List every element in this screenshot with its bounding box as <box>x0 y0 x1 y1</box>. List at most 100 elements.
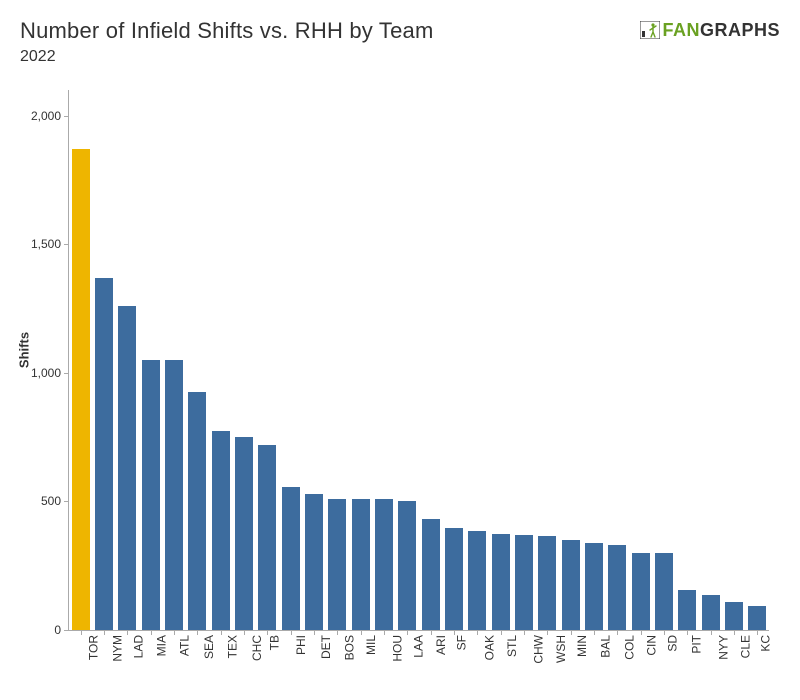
bar-stl <box>492 534 510 630</box>
x-tick <box>641 630 642 635</box>
y-tick-label: 500 <box>41 494 69 508</box>
x-tick-label: LAA <box>412 635 426 658</box>
x-tick-label: SD <box>665 635 679 652</box>
chart-subtitle: 2022 <box>20 48 56 66</box>
bar-ari <box>422 519 440 630</box>
x-tick <box>291 630 292 635</box>
bar-atl <box>165 360 183 630</box>
x-tick <box>477 630 478 635</box>
bar-sf <box>445 528 463 630</box>
y-tick-label: 1,500 <box>31 237 69 251</box>
x-tick <box>197 630 198 635</box>
bar-bal <box>585 543 603 630</box>
x-tick-label: HOU <box>390 635 404 662</box>
x-tick <box>151 630 152 635</box>
x-tick-label: BOS <box>343 635 357 660</box>
y-tick-label: 2,000 <box>31 109 69 123</box>
chart-container: Number of Infield Shifts vs. RHH by Team… <box>0 0 800 700</box>
bar-tor <box>72 149 90 630</box>
bar-phi <box>282 487 300 630</box>
bar-kc <box>748 606 766 630</box>
x-tick-label: CHW <box>531 635 545 664</box>
x-tick-label: KC <box>759 635 773 652</box>
chart-title: Number of Infield Shifts vs. RHH by Team <box>20 18 434 44</box>
x-tick <box>711 630 712 635</box>
x-tick-label: OAK <box>483 635 497 660</box>
x-tick-label: PHI <box>294 635 308 655</box>
x-tick-label: TOR <box>86 635 100 660</box>
x-tick <box>81 630 82 635</box>
x-tick-label: CLE <box>739 635 753 658</box>
bar-tb <box>258 445 276 630</box>
logo-text-fan: FAN <box>662 20 700 40</box>
bar-nyy <box>702 595 720 630</box>
y-tick-label: 1,000 <box>31 366 69 380</box>
bar-chw <box>515 535 533 630</box>
bar-tex <box>212 431 230 630</box>
x-tick <box>431 630 432 635</box>
x-tick <box>337 630 338 635</box>
bar-wsh <box>538 536 556 630</box>
y-axis-label: Shifts <box>17 332 32 368</box>
x-tick-label: BAL <box>598 635 612 658</box>
x-tick-label: WSH <box>554 635 568 663</box>
bar-mil <box>352 499 370 630</box>
x-tick <box>314 630 315 635</box>
bar-nym <box>95 278 113 630</box>
x-tick <box>407 630 408 635</box>
x-tick <box>687 630 688 635</box>
x-tick-label: PIT <box>690 635 704 654</box>
x-tick-label: SEA <box>202 635 216 659</box>
bars-group <box>69 90 769 630</box>
bar-bos <box>328 499 346 630</box>
bar-lad <box>118 306 136 630</box>
x-tick <box>571 630 572 635</box>
x-tick <box>501 630 502 635</box>
x-tick <box>524 630 525 635</box>
x-tick-label: CHC <box>250 635 264 661</box>
x-tick-label: TB <box>268 635 282 650</box>
x-tick-label: MIL <box>364 635 378 655</box>
bar-min <box>562 540 580 630</box>
bar-col <box>608 545 626 630</box>
bar-sd <box>655 553 673 630</box>
x-tick-label: LAD <box>132 635 146 658</box>
bar-cle <box>725 602 743 630</box>
x-tick <box>244 630 245 635</box>
x-tick-label: COL <box>623 635 637 660</box>
bar-det <box>305 494 323 630</box>
bar-cin <box>632 553 650 630</box>
x-tick <box>221 630 222 635</box>
x-tick-label: NYM <box>110 635 124 662</box>
bar-mia <box>142 360 160 630</box>
x-tick <box>734 630 735 635</box>
x-tick-label: STL <box>505 635 519 657</box>
x-tick <box>384 630 385 635</box>
x-tick-label: NYY <box>716 635 730 660</box>
y-tick-label: 0 <box>54 623 69 637</box>
x-tick <box>617 630 618 635</box>
bar-sea <box>188 392 206 630</box>
x-tick <box>361 630 362 635</box>
x-tick-label: DET <box>319 635 333 659</box>
x-tick <box>104 630 105 635</box>
logo-text-graphs: GRAPHS <box>700 20 780 40</box>
x-tick-label: SF <box>455 635 469 650</box>
plot-area: 05001,0001,5002,000TORNYMLADMIAATLSEATEX… <box>68 90 769 631</box>
x-tick <box>174 630 175 635</box>
x-tick-label: MIN <box>575 635 589 657</box>
bar-hou <box>375 499 393 630</box>
bar-laa <box>398 501 416 630</box>
x-tick-label: MIA <box>154 635 168 656</box>
x-tick-label: ATL <box>178 635 192 656</box>
fangraphs-logo: FANGRAPHS <box>640 20 780 44</box>
bar-pit <box>678 590 696 630</box>
x-tick-label: CIN <box>644 635 658 656</box>
bar-chc <box>235 437 253 630</box>
x-tick <box>547 630 548 635</box>
x-tick-label: ARI <box>434 635 448 655</box>
x-tick <box>127 630 128 635</box>
logo-icon <box>640 21 660 44</box>
x-tick <box>594 630 595 635</box>
bar-oak <box>468 531 486 630</box>
